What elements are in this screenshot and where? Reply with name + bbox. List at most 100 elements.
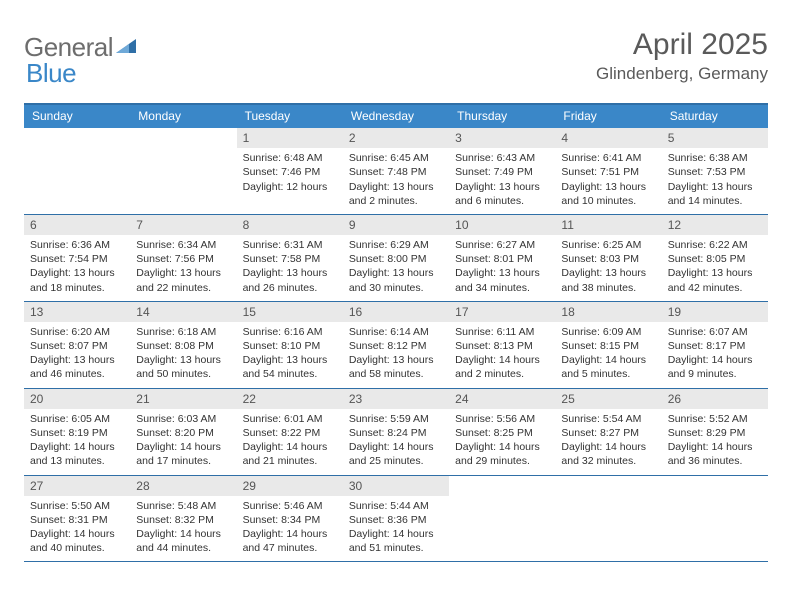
sunrise-line: Sunrise: 6:16 AM <box>243 325 337 339</box>
weekday-header: Tuesday <box>237 105 343 128</box>
day-body: Sunrise: 6:45 AMSunset: 7:48 PMDaylight:… <box>343 148 449 214</box>
day-cell: 16Sunrise: 6:14 AMSunset: 8:12 PMDayligh… <box>343 302 449 388</box>
sunset-line: Sunset: 8:36 PM <box>349 513 443 527</box>
day-cell: 4Sunrise: 6:41 AMSunset: 7:51 PMDaylight… <box>555 128 661 214</box>
sunset-line: Sunset: 8:10 PM <box>243 339 337 353</box>
daylight-line: Daylight: 13 hours and 18 minutes. <box>30 266 124 294</box>
daylight-line: Daylight: 13 hours and 10 minutes. <box>561 180 655 208</box>
sunrise-line: Sunrise: 6:38 AM <box>668 151 762 165</box>
sunset-line: Sunset: 8:27 PM <box>561 426 655 440</box>
day-number: 14 <box>130 302 236 322</box>
day-cell: 18Sunrise: 6:09 AMSunset: 8:15 PMDayligh… <box>555 302 661 388</box>
sunset-line: Sunset: 7:56 PM <box>136 252 230 266</box>
sunrise-line: Sunrise: 6:41 AM <box>561 151 655 165</box>
day-number: 11 <box>555 215 661 235</box>
day-number: 1 <box>237 128 343 148</box>
day-cell: 28Sunrise: 5:48 AMSunset: 8:32 PMDayligh… <box>130 476 236 562</box>
day-number: 3 <box>449 128 555 148</box>
daylight-line: Daylight: 14 hours and 47 minutes. <box>243 527 337 555</box>
day-number: 12 <box>662 215 768 235</box>
day-body: Sunrise: 5:59 AMSunset: 8:24 PMDaylight:… <box>343 409 449 475</box>
day-body: Sunrise: 6:34 AMSunset: 7:56 PMDaylight:… <box>130 235 236 301</box>
weekday-header: Sunday <box>24 105 130 128</box>
sunset-line: Sunset: 8:15 PM <box>561 339 655 353</box>
day-number: 21 <box>130 389 236 409</box>
calendar-table: SundayMondayTuesdayWednesdayThursdayFrid… <box>24 103 768 562</box>
day-body: Sunrise: 6:29 AMSunset: 8:00 PMDaylight:… <box>343 235 449 301</box>
sunset-line: Sunset: 8:29 PM <box>668 426 762 440</box>
weekday-header: Monday <box>130 105 236 128</box>
day-number: 27 <box>24 476 130 496</box>
daylight-line: Daylight: 13 hours and 42 minutes. <box>668 266 762 294</box>
sunset-line: Sunset: 8:19 PM <box>30 426 124 440</box>
daylight-line: Daylight: 14 hours and 32 minutes. <box>561 440 655 468</box>
day-cell: 29Sunrise: 5:46 AMSunset: 8:34 PMDayligh… <box>237 476 343 562</box>
sunrise-line: Sunrise: 5:56 AM <box>455 412 549 426</box>
daylight-line: Daylight: 14 hours and 44 minutes. <box>136 527 230 555</box>
day-number: 10 <box>449 215 555 235</box>
sunrise-line: Sunrise: 6:05 AM <box>30 412 124 426</box>
day-body: Sunrise: 6:18 AMSunset: 8:08 PMDaylight:… <box>130 322 236 388</box>
day-cell: 11Sunrise: 6:25 AMSunset: 8:03 PMDayligh… <box>555 215 661 301</box>
sunrise-line: Sunrise: 6:18 AM <box>136 325 230 339</box>
day-number: 22 <box>237 389 343 409</box>
sunrise-line: Sunrise: 5:48 AM <box>136 499 230 513</box>
day-number: 28 <box>130 476 236 496</box>
day-number: 20 <box>24 389 130 409</box>
sunset-line: Sunset: 7:53 PM <box>668 165 762 179</box>
sunrise-line: Sunrise: 6:11 AM <box>455 325 549 339</box>
day-cell: 23Sunrise: 5:59 AMSunset: 8:24 PMDayligh… <box>343 389 449 475</box>
daylight-line: Daylight: 14 hours and 29 minutes. <box>455 440 549 468</box>
day-cell: 13Sunrise: 6:20 AMSunset: 8:07 PMDayligh… <box>24 302 130 388</box>
sunset-line: Sunset: 8:13 PM <box>455 339 549 353</box>
daylight-line: Daylight: 14 hours and 25 minutes. <box>349 440 443 468</box>
logo-mark-icon <box>116 35 138 60</box>
sunset-line: Sunset: 8:22 PM <box>243 426 337 440</box>
day-body: Sunrise: 6:16 AMSunset: 8:10 PMDaylight:… <box>237 322 343 388</box>
daylight-line: Daylight: 13 hours and 2 minutes. <box>349 180 443 208</box>
sunset-line: Sunset: 7:48 PM <box>349 165 443 179</box>
daylight-line: Daylight: 13 hours and 30 minutes. <box>349 266 443 294</box>
sunset-line: Sunset: 8:17 PM <box>668 339 762 353</box>
day-body: Sunrise: 6:27 AMSunset: 8:01 PMDaylight:… <box>449 235 555 301</box>
sunrise-line: Sunrise: 6:01 AM <box>243 412 337 426</box>
day-body: Sunrise: 5:46 AMSunset: 8:34 PMDaylight:… <box>237 496 343 562</box>
week-row: 20Sunrise: 6:05 AMSunset: 8:19 PMDayligh… <box>24 389 768 476</box>
day-body: Sunrise: 5:54 AMSunset: 8:27 PMDaylight:… <box>555 409 661 475</box>
sunrise-line: Sunrise: 6:03 AM <box>136 412 230 426</box>
sunrise-line: Sunrise: 6:31 AM <box>243 238 337 252</box>
week-row: 13Sunrise: 6:20 AMSunset: 8:07 PMDayligh… <box>24 302 768 389</box>
daylight-line: Daylight: 14 hours and 13 minutes. <box>30 440 124 468</box>
day-number: 5 <box>662 128 768 148</box>
day-cell: 7Sunrise: 6:34 AMSunset: 7:56 PMDaylight… <box>130 215 236 301</box>
day-body: Sunrise: 6:25 AMSunset: 8:03 PMDaylight:… <box>555 235 661 301</box>
page-title: April 2025 <box>596 28 768 62</box>
day-number: 18 <box>555 302 661 322</box>
daylight-line: Daylight: 13 hours and 58 minutes. <box>349 353 443 381</box>
day-body: Sunrise: 6:38 AMSunset: 7:53 PMDaylight:… <box>662 148 768 214</box>
sunset-line: Sunset: 8:25 PM <box>455 426 549 440</box>
sunrise-line: Sunrise: 6:22 AM <box>668 238 762 252</box>
day-body: Sunrise: 5:50 AMSunset: 8:31 PMDaylight:… <box>24 496 130 562</box>
day-cell: 19Sunrise: 6:07 AMSunset: 8:17 PMDayligh… <box>662 302 768 388</box>
week-row: 1Sunrise: 6:48 AMSunset: 7:46 PMDaylight… <box>24 128 768 215</box>
sunrise-line: Sunrise: 5:54 AM <box>561 412 655 426</box>
weekday-header: Friday <box>555 105 661 128</box>
daylight-line: Daylight: 14 hours and 51 minutes. <box>349 527 443 555</box>
sunrise-line: Sunrise: 6:29 AM <box>349 238 443 252</box>
day-cell: 22Sunrise: 6:01 AMSunset: 8:22 PMDayligh… <box>237 389 343 475</box>
daylight-line: Daylight: 14 hours and 36 minutes. <box>668 440 762 468</box>
sunset-line: Sunset: 7:58 PM <box>243 252 337 266</box>
day-body: Sunrise: 6:11 AMSunset: 8:13 PMDaylight:… <box>449 322 555 388</box>
sunrise-line: Sunrise: 6:43 AM <box>455 151 549 165</box>
day-number: 13 <box>24 302 130 322</box>
sunset-line: Sunset: 7:49 PM <box>455 165 549 179</box>
day-body: Sunrise: 6:48 AMSunset: 7:46 PMDaylight:… <box>237 148 343 200</box>
daylight-line: Daylight: 13 hours and 14 minutes. <box>668 180 762 208</box>
day-cell: 15Sunrise: 6:16 AMSunset: 8:10 PMDayligh… <box>237 302 343 388</box>
sunrise-line: Sunrise: 6:07 AM <box>668 325 762 339</box>
daylight-line: Daylight: 13 hours and 22 minutes. <box>136 266 230 294</box>
weekday-header-row: SundayMondayTuesdayWednesdayThursdayFrid… <box>24 105 768 128</box>
day-cell: 20Sunrise: 6:05 AMSunset: 8:19 PMDayligh… <box>24 389 130 475</box>
day-body: Sunrise: 6:05 AMSunset: 8:19 PMDaylight:… <box>24 409 130 475</box>
